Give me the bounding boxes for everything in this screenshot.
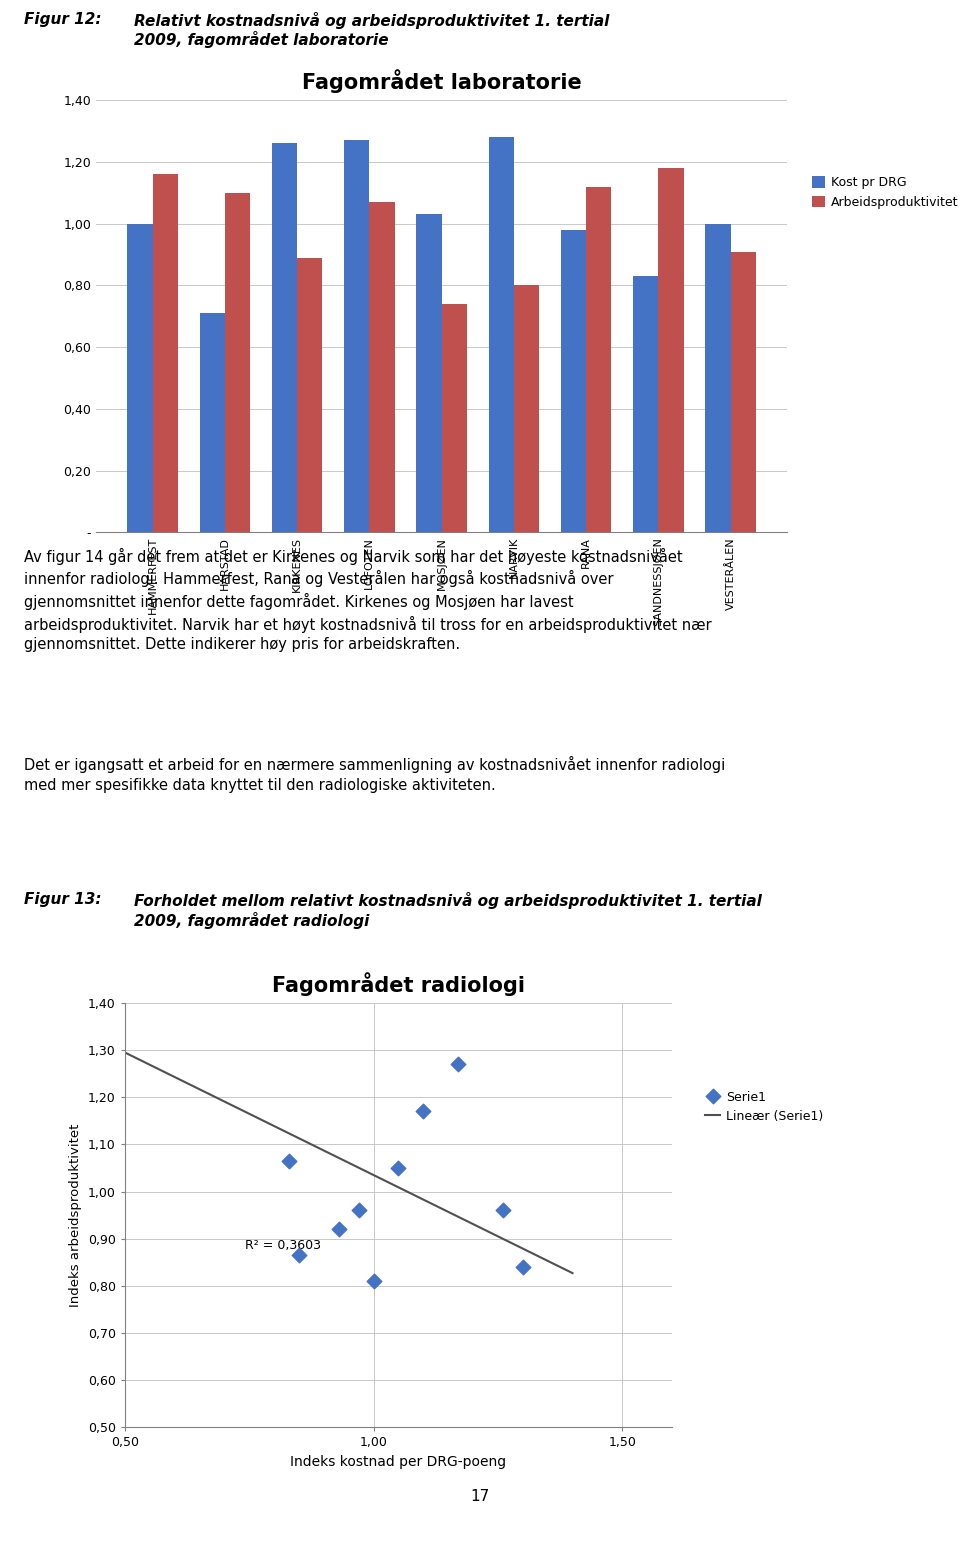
Legend: Kost pr DRG, Arbeidsproduktivitet: Kost pr DRG, Arbeidsproduktivitet (807, 171, 960, 213)
Bar (489, 137, 514, 532)
Text: R² = 0,3603: R² = 0,3603 (245, 1239, 322, 1251)
Bar (561, 230, 586, 532)
Y-axis label: Indeks arbeidsproduktivitet: Indeks arbeidsproduktivitet (69, 1123, 83, 1307)
Text: Av figur 14 går det frem at det er Kirkenes og Narvik som har det høyeste kostna: Av figur 14 går det frem at det er Kirke… (24, 548, 711, 653)
Serie1 (495, 1197, 511, 1222)
Text: Relativt kostnadsnivå og arbeidsproduktivitet 1. tertial
2009, fagområdet labora: Relativt kostnadsnivå og arbeidsprodukti… (134, 11, 610, 48)
Bar (225, 193, 251, 532)
Bar (659, 168, 684, 532)
Bar (272, 143, 298, 532)
Text: 17: 17 (470, 1489, 490, 1504)
Bar (417, 214, 442, 532)
Bar (344, 140, 370, 532)
Text: Forholdet mellom relativt kostnadsnivå og arbeidsproduktivitet 1. tertial
2009, : Forholdet mellom relativt kostnadsnivå o… (134, 892, 762, 929)
Bar (298, 258, 323, 532)
Bar (442, 304, 467, 532)
Text: Figur 13:: Figur 13: (24, 892, 102, 907)
Bar (706, 224, 731, 532)
Bar (731, 252, 756, 532)
Serie1 (291, 1242, 306, 1267)
Title: Fagområdet laboratorie: Fagområdet laboratorie (301, 69, 582, 93)
Serie1 (351, 1197, 367, 1222)
Serie1 (331, 1217, 347, 1242)
Bar (514, 285, 540, 532)
Bar (153, 174, 178, 532)
Bar (128, 224, 153, 532)
Title: Fagområdet radiologi: Fagområdet radiologi (272, 972, 525, 995)
Serie1 (416, 1099, 431, 1123)
Legend: Serie1, Lineær (Serie1): Serie1, Lineær (Serie1) (700, 1086, 828, 1128)
Text: Figur 12:: Figur 12: (24, 11, 102, 26)
Serie1 (391, 1156, 406, 1180)
Bar (370, 202, 395, 532)
Bar (633, 276, 659, 532)
Serie1 (450, 1052, 466, 1077)
Serie1 (281, 1148, 297, 1173)
Serie1 (516, 1254, 531, 1279)
Serie1 (366, 1268, 381, 1293)
Bar (586, 187, 612, 532)
X-axis label: Indeks kostnad per DRG-poeng: Indeks kostnad per DRG-poeng (290, 1455, 507, 1469)
Text: Det er igangsatt et arbeid for en nærmere sammenligning av kostnadsnivået innenf: Det er igangsatt et arbeid for en nærmer… (24, 756, 725, 793)
Bar (200, 313, 225, 532)
